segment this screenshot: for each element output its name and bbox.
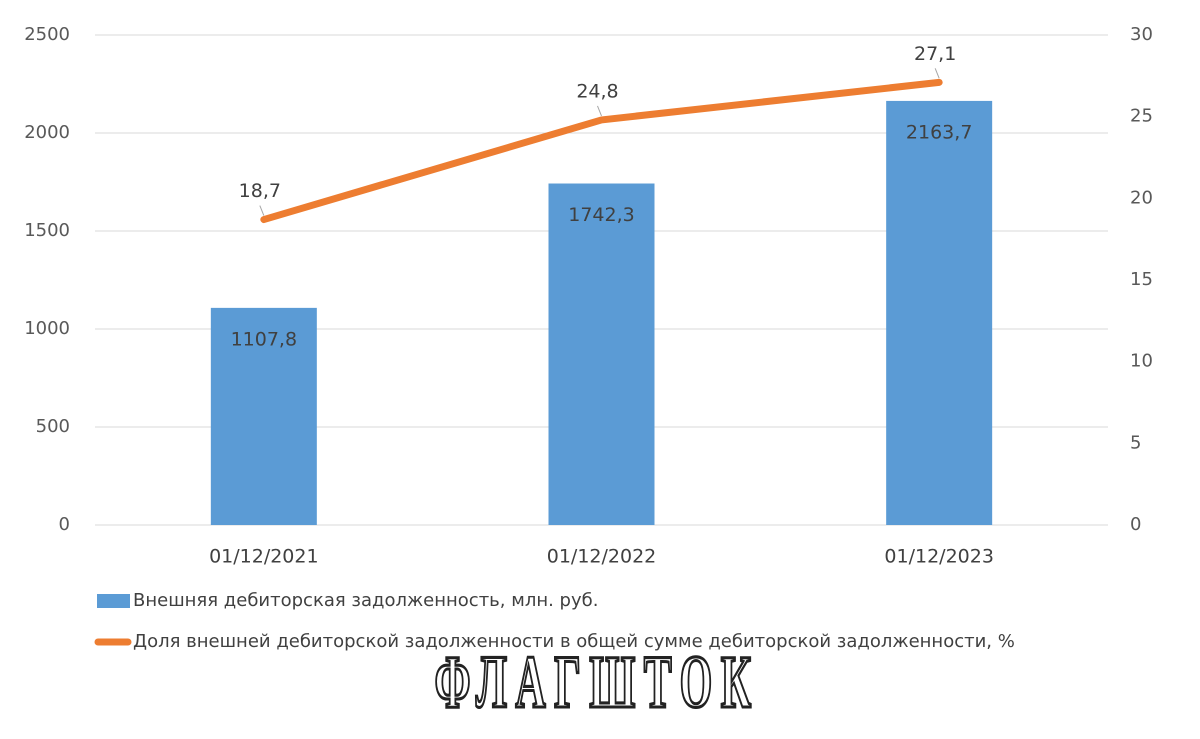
y-tick-label: 1000 bbox=[24, 318, 70, 339]
line bbox=[260, 78, 943, 224]
y-tick-label: 2000 bbox=[24, 122, 70, 143]
value-label: 27,1 bbox=[914, 43, 956, 65]
value-label: 24,8 bbox=[576, 80, 618, 102]
y-tick-label: 0 bbox=[59, 514, 70, 535]
legend-swatch bbox=[97, 594, 130, 608]
y-tick-label: 2500 bbox=[24, 24, 70, 45]
leader-line bbox=[934, 68, 940, 79]
y2-tick-label: 30 bbox=[1130, 24, 1153, 45]
leader-line bbox=[259, 205, 265, 216]
value-label: 18,7 bbox=[239, 180, 281, 202]
x-tick-label: 01/12/2023 bbox=[884, 546, 994, 568]
y2-tick-label: 20 bbox=[1130, 187, 1153, 208]
x-tick-label: 01/12/2022 bbox=[547, 546, 657, 568]
value-label: 1107,8 bbox=[231, 328, 297, 350]
y2-tick-label: 15 bbox=[1130, 269, 1153, 290]
legend-label: Доля внешней дебиторской задолженности в… bbox=[133, 631, 1015, 652]
x-tick-label: 01/12/2021 bbox=[209, 546, 319, 568]
y2-tick-label: 25 bbox=[1130, 106, 1153, 127]
bar bbox=[886, 100, 993, 526]
bar bbox=[210, 307, 317, 525]
y2-tick-label: 5 bbox=[1130, 432, 1141, 453]
y-tick-label: 1500 bbox=[24, 220, 70, 241]
value-label: 2163,7 bbox=[906, 121, 972, 143]
value-label: 1742,3 bbox=[568, 204, 634, 226]
legend-label: Внешняя дебиторская задолженность, млн. … bbox=[133, 590, 598, 611]
leader-line bbox=[597, 105, 602, 117]
watermark: ФЛАГШТОК bbox=[434, 642, 759, 725]
y-tick-label: 500 bbox=[36, 416, 70, 437]
y2-tick-label: 0 bbox=[1130, 514, 1141, 535]
bar bbox=[548, 183, 655, 525]
y2-tick-label: 10 bbox=[1130, 351, 1153, 372]
